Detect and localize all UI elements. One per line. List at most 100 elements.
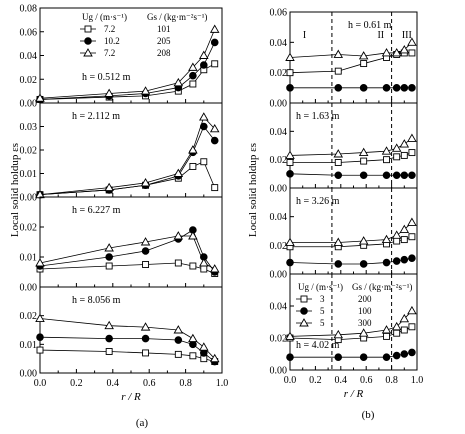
panel-b4-series-triangle-point (285, 331, 295, 340)
panel-a1-legend-swatch-triangle (83, 48, 93, 57)
panel-a3-series-triangle-point (104, 243, 114, 252)
panel-a-ylabel: Local solid holdup εs (9, 143, 21, 237)
panel-a3-series-triangle-point (140, 237, 151, 246)
panel-a1-series-square-point (189, 80, 197, 88)
panel-a3-series-square-point (142, 261, 150, 268)
panel-a2-series-triangle-line (39, 116, 216, 196)
panel-b4-series-circle-point (359, 353, 368, 362)
panel-a1-ytick-label: 0.04 (20, 51, 38, 62)
panel-a3-series-triangle-point (35, 258, 45, 267)
caption-a: (a) (136, 417, 149, 429)
panel-a4-xtick-label: 0.6 (143, 378, 156, 389)
panel-b4-series-circle-point (382, 353, 391, 362)
panel-a4-series-square-point (189, 352, 197, 360)
panel-b3-ytick-label: 0.04 (270, 212, 288, 223)
panel-b4-ytick-label: 0.00 (270, 366, 288, 377)
panel-b3-series-circle-point (334, 260, 343, 268)
panel-a4-ytick-label: 0.01 (20, 340, 38, 351)
panel-a1-legend-swatch-square (84, 25, 92, 33)
panel-b1-series-square-point (286, 69, 294, 77)
panel-a3-series-square-point (174, 259, 182, 267)
panel-a2-ytick-label: 0.01 (20, 169, 38, 180)
panel-a3-series-circle-point (141, 247, 150, 255)
panel-b1-series-circle-point (359, 84, 368, 92)
panel-a2-ytick-label: 0.03 (20, 122, 38, 133)
panel-a1-series-circle-line (39, 42, 216, 100)
panel-b4-xtick-label: 0.4 (335, 375, 348, 386)
panel-a3-ytick-label: 0.02 (20, 223, 38, 234)
panel-b3-series-square-point (400, 236, 408, 244)
panel-b4-legend-swatch-square (300, 295, 308, 303)
panel-a4-xtick-label: 0.8 (179, 378, 192, 389)
panel-a4-series-circle-point (174, 336, 183, 344)
panel-b2-series-square-point (408, 149, 416, 157)
panel-b4-xtick-label: 0.6 (360, 375, 373, 386)
panel-b1-series-circle-point (392, 84, 401, 92)
panel-a1-legend-ug: 10.2 (104, 36, 120, 46)
panel-a4-series-triangle-point (199, 342, 209, 351)
panel-b4-series-square-point (383, 332, 390, 340)
panel-a4-series-circle-point (141, 334, 150, 343)
panel-a3-series-triangle-point (209, 264, 220, 273)
panel-b4-series-circle-point (392, 351, 401, 360)
panel-a1-legend-gs: 208 (157, 48, 171, 58)
panel-a2-ytick-label: 0.02 (20, 146, 38, 157)
panel-a2-series-circle-line (39, 125, 216, 196)
panel-b4-series-circle-point (286, 353, 294, 362)
panel-a2-series-triangle-point (199, 112, 209, 121)
panel-b1-series-circle-point (408, 84, 416, 92)
panel-b2-series-circle-point (392, 171, 401, 180)
panel-b2-ytick-label: 0.00 (270, 184, 288, 195)
panel-a1-series-triangle-point (35, 93, 45, 102)
panel-a1-legend-ug: 7.2 (104, 48, 115, 58)
panel-a1-ytick-label: 0.02 (20, 75, 38, 86)
panel-a2-series-triangle-point (173, 168, 184, 177)
panel-b4-series-circle-point (400, 350, 409, 358)
panel-a1-ytick-label: 0.00 (20, 99, 38, 110)
panel-b3-series-square-point (408, 233, 416, 241)
panel-b2-series-triangle-line (289, 138, 413, 156)
panel-a2-series-triangle-point (188, 145, 198, 154)
panel-b3-series-triangle-point (285, 237, 295, 246)
panel-b2-series-circle-point (334, 171, 343, 180)
panel-b3-series-triangle-point (391, 230, 402, 239)
panel-b2-series-triangle-point (358, 147, 369, 157)
panel-a4-series-triangle-point (104, 320, 114, 330)
panel-a2-series-triangle-point (140, 177, 151, 187)
panel-b1-series-triangle-point (285, 52, 295, 61)
panel-a4-series-triangle-point (188, 333, 198, 343)
panel-b1-series-triangle-point (333, 49, 344, 58)
panel-a4-series-triangle-point (209, 353, 220, 363)
panel-b2-ytick-label: 0.04 (270, 127, 288, 138)
panel-a4-series-square-point (36, 346, 44, 354)
panel-a4-series-circle-point (105, 334, 113, 343)
panel-b2-annotation: h = 1.63 m (296, 111, 340, 122)
panel-b4-legend-header-gs: Gs / (kg·m⁻²s⁻¹) (352, 282, 412, 292)
panel-a4-ytick-label: 0.00 (20, 369, 38, 380)
panel-a1-ytick-label: 0.08 (20, 4, 38, 15)
panel-a1-series-triangle-point (209, 24, 220, 33)
panel-b4-xtick-label: 0.0 (284, 375, 297, 386)
panel-a4-frame (39, 286, 223, 374)
panel-b4-ytick-label: 0.04 (270, 302, 288, 313)
panel-b1-series-triangle-point (399, 45, 410, 54)
panel-b2-series-square-point (286, 159, 294, 166)
panel-b1-region-label: III (402, 30, 412, 41)
panel-a1-legend-header-gs: Gs / (kg·m⁻²s⁻¹) (147, 12, 207, 22)
panel-b4-series-triangle-point (358, 328, 369, 337)
panel-b4-series-triangle-point (333, 329, 344, 339)
panel-b2-series-circle-point (382, 171, 391, 180)
panel-b-ylabel: Local solid holdup εs (247, 143, 259, 237)
panel-a1-legend-swatch-circle (84, 37, 92, 45)
panel-b3-series-triangle-point (399, 224, 410, 234)
panel-b2-series-square-point (400, 151, 408, 159)
panel-a3-series-square-point (189, 262, 197, 270)
panel-b1-series-square-point (360, 60, 368, 68)
panel-b2-series-square-point (334, 159, 342, 166)
panel-b2-series-square-point (393, 153, 401, 161)
panel-b3-series-triangle-point (333, 237, 344, 246)
panel-b4-legend-ug: 5 (320, 306, 325, 316)
panel-b4-series-triangle-point (407, 305, 417, 315)
panel-b1-series-circle-point (400, 84, 409, 92)
panel-b2-series-triangle-point (333, 149, 344, 158)
